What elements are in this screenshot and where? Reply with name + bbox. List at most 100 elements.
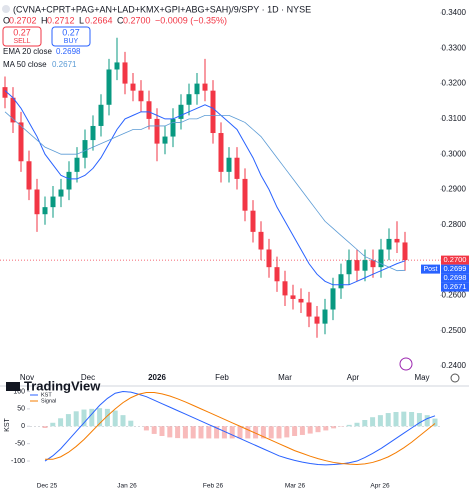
y-tick-label: 0.2400 xyxy=(442,361,467,370)
histogram-bar xyxy=(393,412,399,427)
histogram-bar xyxy=(237,426,243,439)
histogram-bar xyxy=(401,411,407,427)
histogram-bar xyxy=(284,426,290,438)
candle-body xyxy=(386,238,392,250)
histogram-bar xyxy=(245,426,251,439)
quote-value: 0.2700 xyxy=(123,15,151,25)
candle-body xyxy=(106,69,112,105)
histogram-bar xyxy=(253,426,259,439)
candle-body xyxy=(290,295,296,299)
histogram-bar xyxy=(307,426,313,434)
sell-button[interactable] xyxy=(2,26,42,47)
candle-body xyxy=(266,249,272,268)
histogram-bar xyxy=(50,422,56,427)
y-tick-label: 0.2800 xyxy=(442,220,467,229)
indicator-name: MA 50 close xyxy=(3,60,47,69)
candle-body xyxy=(154,118,160,144)
price-tag xyxy=(441,273,469,283)
histogram-bar xyxy=(42,426,48,428)
price-tag xyxy=(441,264,469,274)
y-tick-label: 50 xyxy=(17,406,25,413)
histogram-bar xyxy=(167,426,173,438)
x-tick-label: Feb xyxy=(215,373,229,382)
candle-body xyxy=(10,97,16,123)
candle-body xyxy=(338,274,344,289)
y-tick-label: -50 xyxy=(15,440,25,447)
histogram-bar xyxy=(97,408,103,427)
y-tick-label: 0.2500 xyxy=(442,326,467,335)
candle-body xyxy=(282,281,288,296)
candle-body xyxy=(218,133,224,172)
histogram-bar xyxy=(159,426,165,436)
histogram-bar xyxy=(276,426,282,439)
candle-body xyxy=(186,94,192,105)
x-tick-label: Dec xyxy=(81,373,95,382)
x-tick-label: Nov xyxy=(20,373,34,382)
histogram-bar xyxy=(354,422,360,427)
candle-body xyxy=(146,101,152,119)
indicator-name: EMA 20 close xyxy=(3,47,52,56)
histogram-bar xyxy=(206,426,212,439)
candle-body xyxy=(226,157,232,172)
histogram-bar xyxy=(323,426,329,431)
candle-body xyxy=(394,238,400,243)
candle-body xyxy=(50,196,56,208)
candle-body xyxy=(258,231,264,250)
price-tag xyxy=(441,282,469,292)
sell-label: SELL xyxy=(13,38,30,45)
histogram-bar xyxy=(385,413,391,427)
indicator-line xyxy=(4,90,406,286)
x-tick-label: Apr xyxy=(347,373,360,382)
candle-body xyxy=(34,189,40,215)
legend-label: Signal xyxy=(41,398,56,404)
indicator-value: 0.2698 xyxy=(56,47,81,56)
price-tag-label: 0.2699 xyxy=(444,264,467,273)
candle-body xyxy=(298,298,304,303)
histogram-bar xyxy=(81,409,87,427)
histogram-bar xyxy=(120,415,126,427)
buy-price: 0.27 xyxy=(62,27,80,37)
indicator-value: 0.2671 xyxy=(52,60,77,69)
alert-icon[interactable] xyxy=(399,357,413,371)
candle-body xyxy=(114,62,120,70)
histogram-bar xyxy=(416,413,422,427)
candle-body xyxy=(130,83,136,91)
buy-button[interactable] xyxy=(51,26,91,47)
y-tick-label: 0.3100 xyxy=(442,114,467,123)
candle-body xyxy=(74,157,80,172)
y-tick-label: 0.3300 xyxy=(442,43,467,52)
histogram-bar xyxy=(175,426,181,439)
histogram-bar xyxy=(346,424,352,427)
y-tick-label: -100 xyxy=(11,458,25,465)
histogram-bar xyxy=(104,408,110,427)
x-tick-label: Jan 26 xyxy=(117,483,137,490)
histogram-bar xyxy=(214,426,220,439)
candle-body xyxy=(370,260,376,268)
candle-body xyxy=(42,207,48,215)
candle-body xyxy=(330,288,336,310)
histogram-bar xyxy=(58,418,64,427)
y-tick-label: 0.3200 xyxy=(442,79,467,88)
candle-body xyxy=(354,260,360,271)
candle-body xyxy=(210,90,216,134)
candle-body xyxy=(90,125,96,141)
candle-body xyxy=(162,136,168,144)
price-tag xyxy=(441,255,469,265)
histogram-bar xyxy=(315,426,321,433)
y-tick-label: 100 xyxy=(13,388,25,395)
histogram-bar xyxy=(370,417,376,427)
candle-body xyxy=(202,83,208,91)
brand-logo xyxy=(6,382,20,391)
y-axis-label: KST xyxy=(4,417,11,431)
post-label: Post xyxy=(423,266,437,273)
histogram-bar xyxy=(229,426,235,439)
settings-icon[interactable] xyxy=(450,373,460,383)
histogram-bar xyxy=(182,426,188,439)
histogram-bar xyxy=(65,414,71,427)
candle-body xyxy=(402,242,408,261)
quote-key: O xyxy=(3,15,10,25)
y-tick-label: 0.2600 xyxy=(442,291,467,300)
oscillator-line xyxy=(45,392,436,466)
oscillator-line xyxy=(44,390,436,466)
histogram-bar xyxy=(331,426,337,429)
